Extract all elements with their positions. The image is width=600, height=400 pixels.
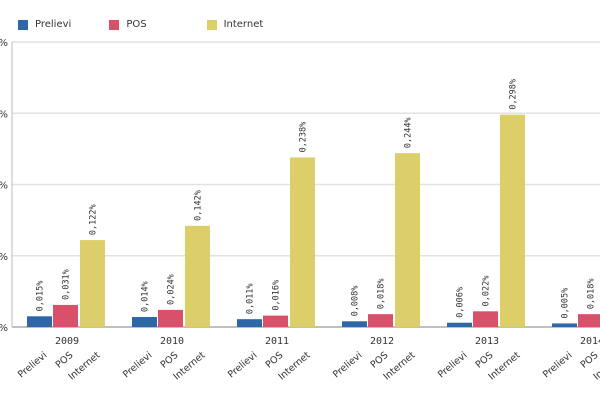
data-label: 0,014%: [141, 281, 151, 312]
x-subcategory-label: Prelievi: [436, 350, 469, 381]
bar-prelievi-2011: [237, 319, 262, 327]
legend-item-pos[interactable]: POS: [109, 19, 147, 30]
bar-prelievi-2014: [552, 323, 577, 327]
data-label: 0,022%: [482, 276, 492, 307]
data-label: 0,006%: [456, 287, 466, 318]
data-label: 0,142%: [194, 190, 204, 221]
bar-internet-2009: [80, 240, 105, 327]
bar-pos-2010: [158, 309, 183, 327]
y-tick-label: 0,2%: [0, 181, 8, 192]
legend-item-prelievi[interactable]: Prelievi: [18, 19, 71, 30]
legend-label: Prelievi: [35, 19, 72, 30]
legend-swatch: [206, 19, 217, 30]
y-tick-label: 0,3%: [0, 109, 8, 120]
y-tick-label: 0,4%: [0, 38, 8, 49]
legend-label: Internet: [223, 19, 264, 30]
bar-pos-2009: [53, 304, 78, 327]
legend-swatch: [109, 19, 120, 30]
bar-prelievi-2013: [447, 322, 472, 327]
x-subcategory-label: POS: [369, 350, 391, 371]
bar-pos-2014: [578, 314, 600, 327]
x-category-label: 2010: [160, 336, 184, 347]
bar-pos-2012: [368, 314, 393, 327]
x-category-label: 2013: [475, 336, 499, 347]
x-category-label: 2011: [265, 336, 289, 347]
data-label: 0,015%: [36, 281, 46, 312]
bar-prelievi-2012: [342, 321, 367, 327]
data-label: 0,244%: [404, 117, 414, 148]
x-category-label: 2012: [370, 336, 394, 347]
data-label: 0,018%: [587, 278, 597, 309]
bar-internet-2013: [500, 114, 525, 327]
x-subcategory-label: Prelievi: [16, 350, 49, 381]
legend: Prelievi POS Internet: [18, 19, 283, 30]
y-tick-label: 0,1%: [0, 252, 8, 263]
data-label: 0,298%: [509, 79, 519, 110]
data-label: 0,031%: [62, 269, 72, 300]
data-label: 0,018%: [377, 278, 387, 309]
bar-pos-2011: [263, 315, 288, 327]
x-subcategory-label: POS: [264, 350, 286, 371]
x-subcategory-label: POS: [54, 350, 76, 371]
data-label: 0,005%: [561, 288, 571, 319]
data-label: 0,011%: [246, 283, 256, 314]
y-tick-label: 0%: [0, 323, 8, 334]
legend-swatch: [18, 19, 28, 30]
data-label: 0,238%: [299, 122, 309, 153]
x-subcategory-label: Prelievi: [331, 350, 364, 381]
data-label: 0,122%: [89, 204, 99, 235]
bar-internet-2012: [395, 153, 420, 327]
bar-prelievi-2010: [132, 317, 157, 327]
x-subcategory-label: POS: [474, 350, 496, 371]
x-subcategory-label: Prelievi: [226, 350, 259, 381]
x-category-label: 2014: [580, 336, 600, 347]
bar-prelievi-2009: [27, 316, 52, 327]
x-subcategory-label: POS: [159, 350, 181, 371]
bar-internet-2011: [290, 157, 315, 327]
data-label: 0,024%: [167, 274, 177, 305]
bar-internet-2010: [185, 225, 210, 327]
data-label: 0,008%: [351, 286, 361, 317]
bar-pos-2013: [473, 311, 498, 327]
legend-item-internet[interactable]: Internet: [206, 19, 264, 30]
x-subcategory-label: POS: [579, 350, 600, 371]
legend-label: POS: [126, 19, 147, 30]
x-subcategory-label: Prelievi: [541, 350, 574, 381]
x-subcategory-label: Prelievi: [121, 350, 154, 381]
data-label: 0,016%: [272, 280, 282, 311]
x-category-label: 2009: [55, 336, 79, 347]
